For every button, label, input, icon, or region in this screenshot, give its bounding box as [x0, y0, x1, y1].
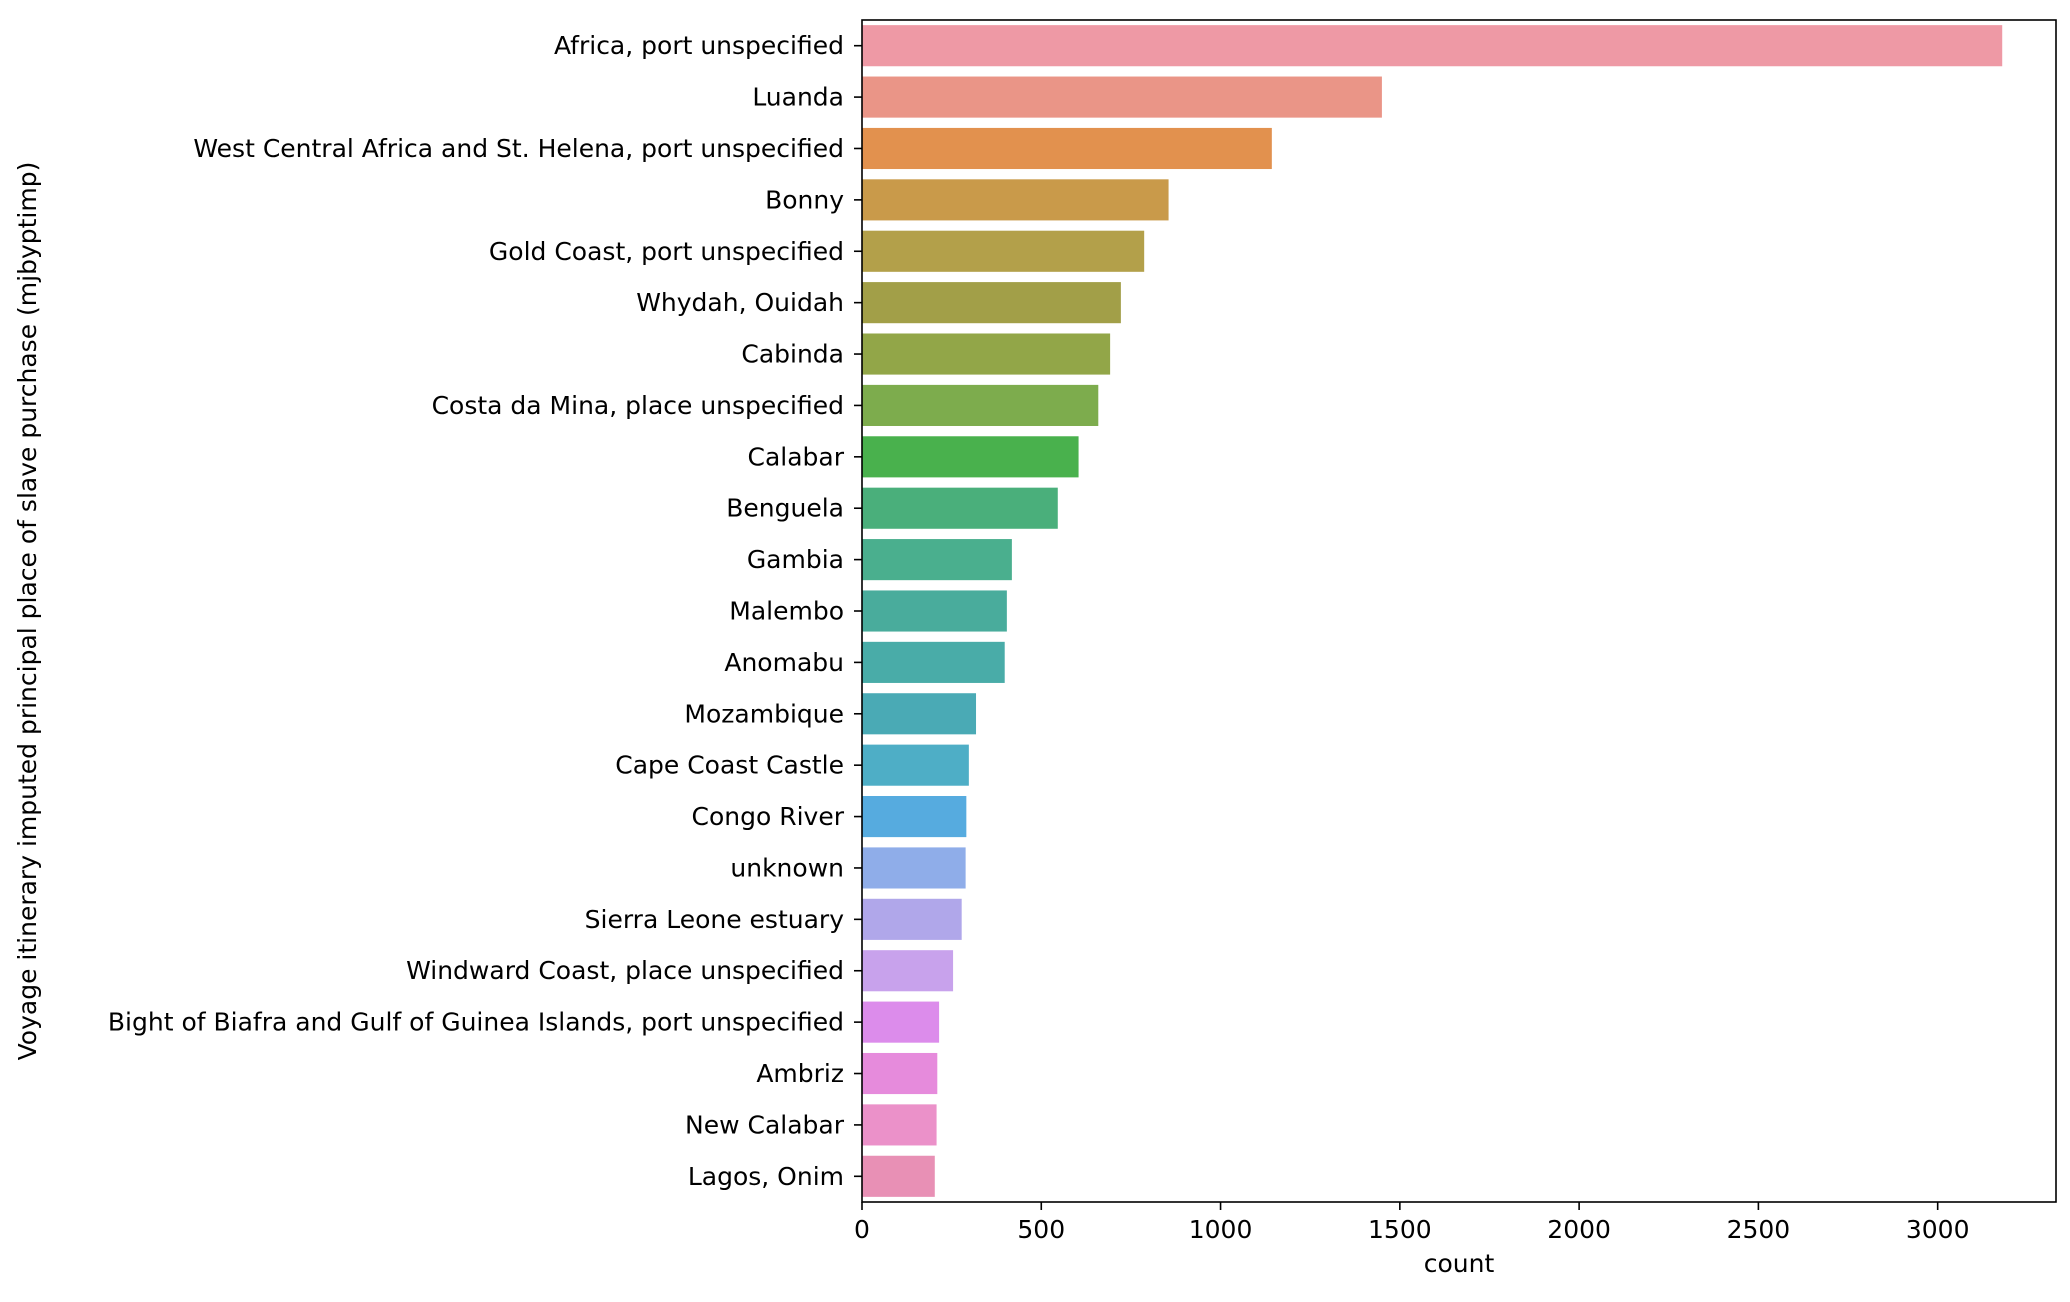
- y-tick-label: Anomabu: [724, 648, 844, 677]
- y-axis-title: Voyage itinerary imputed principal place…: [13, 162, 42, 1061]
- y-tick-label: Gold Coast, port unspecified: [489, 237, 844, 266]
- y-tick-label: Bonny: [765, 185, 844, 214]
- bar: [862, 76, 1382, 118]
- x-tick-label: 3000: [1906, 1215, 1970, 1244]
- y-tick-label: Benguela: [726, 494, 844, 523]
- y-tick-label: Africa, port unspecified: [554, 31, 844, 60]
- y-tick-label: New Calabar: [685, 1110, 845, 1139]
- y-tick-label: Lagos, Onim: [688, 1162, 844, 1191]
- x-tick-label: 500: [1017, 1215, 1065, 1244]
- x-axis-title: count: [1424, 1249, 1495, 1278]
- bar: [862, 1052, 938, 1095]
- y-tick-label: West Central Africa and St. Helena, port…: [193, 134, 844, 163]
- y-tick-label: unknown: [730, 853, 844, 882]
- bar: [862, 539, 1012, 581]
- bars: [862, 25, 2003, 1197]
- x-tick-label: 2500: [1727, 1215, 1791, 1244]
- y-tick-label: Congo River: [692, 802, 845, 831]
- plot-frame: [861, 19, 2057, 1203]
- x-tick-label: 1000: [1189, 1215, 1253, 1244]
- y-tick-label: Cape Coast Castle: [615, 751, 844, 780]
- bar: [862, 282, 1121, 324]
- bar: [862, 847, 966, 889]
- bar: [862, 590, 1007, 632]
- bar: [862, 230, 1145, 272]
- bar: [862, 179, 1169, 221]
- y-axis-ticks: Africa, port unspecified Luanda West Centr…: [108, 31, 862, 1191]
- x-axis-ticks: 0 500 1000 1500 2000 2500 3000: [854, 1202, 1969, 1244]
- bar: [862, 25, 2003, 67]
- y-tick-label: Costa da Mina, place unspecified: [432, 391, 844, 420]
- y-tick-label: Bight of Biafra and Gulf of Guinea Islan…: [108, 1008, 844, 1037]
- bar: [862, 641, 1005, 683]
- x-tick-label: 2000: [1547, 1215, 1611, 1244]
- y-tick-label: Mozambique: [684, 699, 844, 728]
- x-tick-label: 1500: [1368, 1215, 1432, 1244]
- bar: [862, 744, 969, 786]
- y-tick-label: Cabinda: [741, 340, 844, 369]
- bar: [862, 127, 1272, 170]
- x-tick-label: 0: [854, 1215, 870, 1244]
- y-tick-label: Ambriz: [756, 1059, 844, 1088]
- bar: [862, 436, 1079, 478]
- y-tick-label: Malembo: [729, 597, 844, 626]
- y-tick-label: Windward Coast, place unspecified: [406, 956, 844, 985]
- bar: [862, 1001, 940, 1043]
- y-tick-label: Gambia: [747, 545, 844, 574]
- bar: [862, 796, 967, 838]
- bar: [862, 898, 962, 940]
- y-tick-label: Calabar: [747, 442, 844, 471]
- bar: [862, 1155, 935, 1197]
- y-tick-label: Sierra Leone estuary: [585, 905, 845, 934]
- y-tick-label: Whydah, Ouidah: [636, 288, 844, 317]
- bar: [862, 333, 1111, 375]
- bar: [862, 384, 1099, 426]
- bar: [862, 487, 1058, 529]
- y-tick-label: Luanda: [752, 83, 844, 112]
- bar: [862, 1104, 937, 1146]
- bar: [862, 950, 954, 992]
- bar: [862, 693, 977, 735]
